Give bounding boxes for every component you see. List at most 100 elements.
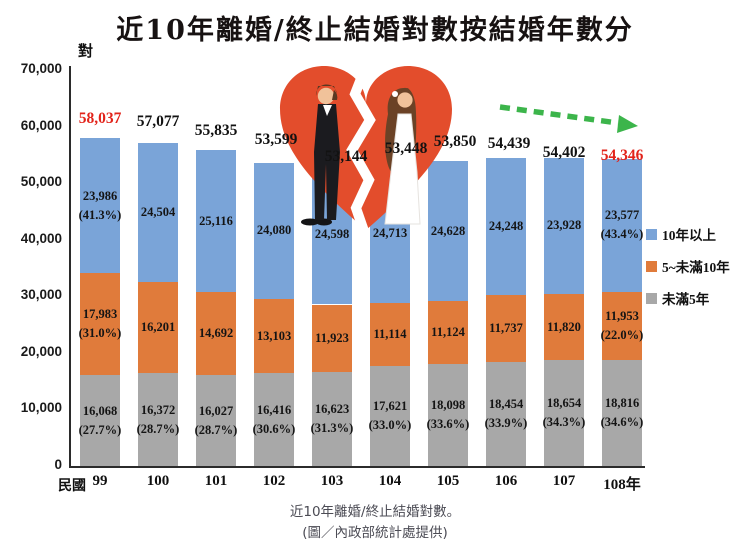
bar-total-label: 54,439: [487, 135, 531, 153]
bar-segment-未滿5年: [602, 359, 642, 466]
segment-label-line: 24,504: [140, 204, 176, 219]
segment-value-label: 13,103: [227, 327, 321, 346]
segment-value-label: 24,598: [285, 225, 379, 244]
segment-value-label: 18,454 (33.9%): [459, 395, 553, 433]
y-tick-label: 10,000: [20, 400, 62, 416]
bar-segment-5~未滿10年: [254, 299, 294, 374]
segment-value-label: 18,098 (33.6%): [401, 396, 495, 434]
y-tick-label: 40,000: [20, 230, 62, 246]
y-tick-label: 50,000: [20, 174, 62, 190]
bar-segment-未滿5年: [80, 375, 120, 466]
bride-figure: [384, 87, 421, 225]
x-axis-line: [69, 466, 645, 468]
segment-value-label: 17,983 (31.0%): [53, 305, 147, 343]
segment-label-line: 18,454: [488, 396, 524, 411]
segment-value-label: 23,986 (41.3%): [53, 187, 147, 225]
bar-segment-5~未滿10年: [196, 292, 236, 376]
segment-value-label: 24,080: [227, 221, 321, 240]
bar-segment-5~未滿10年: [486, 295, 526, 362]
bar-total-label: 53,850: [433, 133, 477, 151]
segment-label-line: (34.3%): [542, 415, 586, 430]
trend-arrow-icon: [499, 104, 638, 133]
bar-total-label: 58,037: [78, 109, 122, 127]
bar-segment-未滿5年: [312, 371, 352, 466]
bar-segment-10年以上: [428, 161, 468, 301]
segment-label-line: (33.6%): [426, 416, 470, 431]
caption-line2: (圖／內政部統計處提供): [302, 525, 448, 541]
bar-segment-10年以上: [254, 162, 294, 299]
bar-segment-10年以上: [80, 137, 120, 274]
bar-segment-10年以上: [138, 143, 178, 282]
segment-value-label: 11,923: [285, 329, 379, 348]
legend-label: 5~未滿10年: [662, 260, 730, 275]
broken-heart-couple-illustration: [280, 64, 452, 236]
bar-segment-未滿5年: [254, 373, 294, 466]
segment-value-label: 18,816 (34.6%): [575, 394, 669, 432]
bar-total-label: 53,599: [254, 130, 298, 148]
segment-value-label: 25,116: [169, 212, 263, 231]
segment-label-line: (28.7%): [194, 422, 238, 437]
segment-label-line: (34.6%): [600, 414, 644, 429]
segment-label-line: 14,692: [198, 326, 234, 341]
x-axis-prefix-label: 民國: [58, 479, 86, 494]
segment-label-line: 11,953: [605, 308, 639, 323]
legend-item: 5~未滿10年: [646, 256, 730, 276]
x-tick-label: 102: [262, 473, 286, 489]
segment-label-line: (33.9%): [484, 415, 528, 430]
x-tick-label: 100: [146, 473, 170, 489]
legend-item: 10年以上: [646, 224, 730, 244]
segment-label-line: (33.0%): [368, 418, 412, 433]
segment-label-line: 23,986: [82, 188, 118, 203]
segment-label-line: (22.0%): [600, 327, 644, 342]
segment-label-line: 24,598: [314, 227, 350, 242]
segment-label-line: (31.0%): [78, 326, 122, 341]
segment-value-label: 18,654 (34.3%): [517, 394, 611, 432]
bar-segment-10年以上: [544, 158, 584, 294]
legend-swatch: [646, 260, 657, 272]
segment-value-label: 16,027 (28.7%): [169, 402, 263, 440]
segment-label-line: (31.3%): [310, 420, 354, 435]
segment-label-line: 11,124: [431, 324, 465, 339]
bar-total-label: 57,077: [136, 113, 180, 131]
bar-segment-未滿5年: [138, 373, 178, 466]
segment-label-line: 11,114: [373, 327, 407, 342]
segment-value-label: 23,928: [517, 216, 611, 235]
segment-value-label: 14,692: [169, 324, 263, 343]
legend: 10年以上 5~未滿10年 未滿5年: [646, 224, 730, 320]
x-tick-label: 108年: [603, 477, 641, 493]
segment-label-line: 25,116: [199, 213, 233, 228]
segment-label-line: (27.7%): [78, 422, 122, 437]
x-tick-label: 101: [204, 473, 228, 489]
segment-label-line: 16,068: [82, 403, 118, 418]
groom-figure: [301, 84, 340, 226]
legend-swatch: [646, 228, 657, 240]
y-axis-line: [69, 66, 71, 468]
bar-segment-未滿5年: [196, 375, 236, 466]
segment-value-label: 16,372 (28.7%): [111, 401, 205, 439]
segment-value-label: 17,621 (33.0%): [343, 397, 437, 435]
bar-total-label: 54,402: [542, 144, 586, 162]
segment-label-line: (30.6%): [252, 421, 296, 436]
segment-label-line: 18,098: [430, 397, 466, 412]
bar-segment-5~未滿10年: [370, 303, 410, 367]
x-tick-label: 106: [494, 473, 518, 489]
segment-label-line: 24,713: [372, 226, 408, 241]
segment-label-line: 11,820: [547, 319, 581, 334]
segment-label-line: 24,248: [488, 219, 524, 234]
segment-label-line: 16,372: [140, 402, 176, 417]
segment-value-label: 24,504: [111, 203, 205, 222]
segment-label-line: 16,027: [198, 403, 234, 418]
legend-label: 未滿5年: [662, 292, 710, 307]
y-tick-label: 0: [54, 457, 62, 472]
bar-segment-10年以上: [602, 158, 642, 292]
segment-label-line: (28.7%): [136, 421, 180, 436]
bar-segment-10年以上: [196, 150, 236, 293]
chart-title: 近10年離婚/終止結婚對數按結婚年數分: [116, 15, 634, 46]
segment-label-line: 17,983: [82, 307, 118, 322]
bar-segment-5~未滿10年: [602, 291, 642, 360]
bar-total-label: 53,448: [384, 139, 428, 157]
legend-label: 10年以上: [662, 228, 716, 243]
y-tick-label: 60,000: [20, 117, 62, 133]
segment-label-line: (41.3%): [78, 207, 122, 222]
